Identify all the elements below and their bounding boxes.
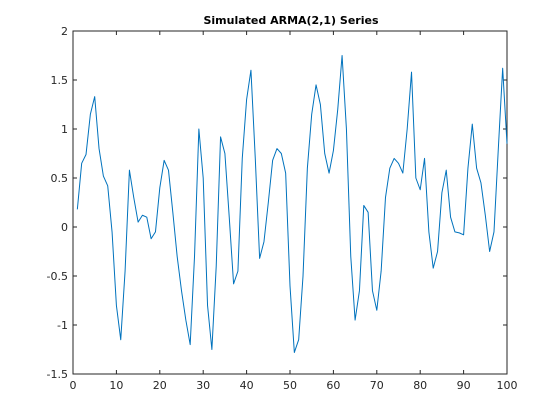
x-tick-label: 0: [70, 379, 77, 392]
y-tick-label: 0.5: [51, 172, 69, 185]
x-tick-label: 100: [497, 379, 518, 392]
x-tick-label: 40: [240, 379, 254, 392]
series-line: [76, 55, 508, 353]
x-tick-label: 10: [109, 379, 123, 392]
plot-area: [72, 30, 508, 375]
y-tick-label: -1: [57, 319, 68, 332]
y-tick-label: -0.5: [47, 270, 68, 283]
y-tick-label: 1: [61, 123, 68, 136]
axis-tick-labels: 0 10 20 30 40 50 60 70 80 90 100 -1.5 -1 -0.5 0 0.5 1 1.5…: [47, 25, 518, 392]
axis-ticks: [72, 30, 508, 375]
y-tick-label: 0: [61, 221, 68, 234]
x-tick-label: 70: [370, 379, 384, 392]
x-tick-label: 30: [196, 379, 210, 392]
x-tick-label: 90: [457, 379, 471, 392]
y-tick-label: -1.5: [47, 368, 68, 381]
chart-title: Simulated ARMA(2,1) Series: [203, 14, 378, 27]
x-tick-label: 50: [283, 379, 297, 392]
x-tick-label: 80: [413, 379, 427, 392]
x-tick-label: 20: [153, 379, 167, 392]
x-tick-label: 60: [326, 379, 340, 392]
series-group: [76, 55, 508, 353]
y-tick-label: 1.5: [51, 74, 69, 87]
y-tick-label: 2: [61, 25, 68, 38]
